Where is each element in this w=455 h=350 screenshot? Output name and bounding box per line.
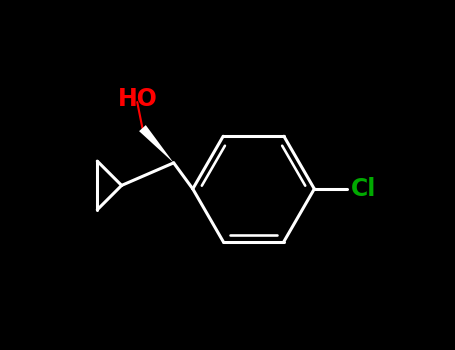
Polygon shape — [139, 125, 174, 163]
Text: Cl: Cl — [351, 177, 376, 201]
Text: HO: HO — [118, 86, 158, 111]
